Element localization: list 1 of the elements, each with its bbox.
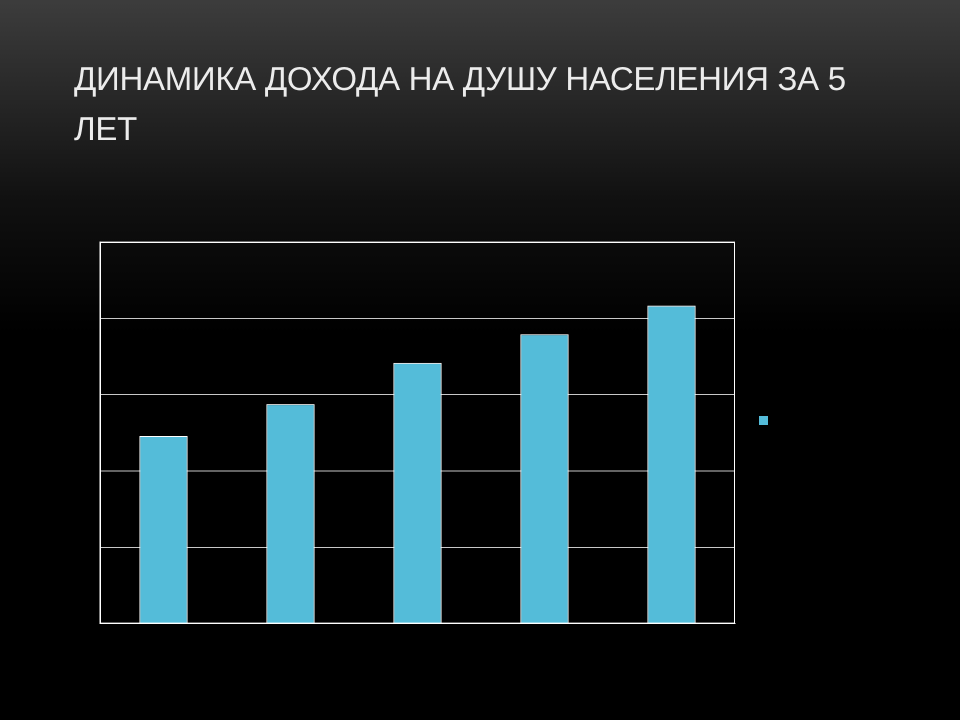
chart-title: ДИНАМИКА ДОХОДА НА ДУШУ НАСЕЛЕНИЯ ЗА 5 ЛЕТ: [74, 59, 847, 149]
